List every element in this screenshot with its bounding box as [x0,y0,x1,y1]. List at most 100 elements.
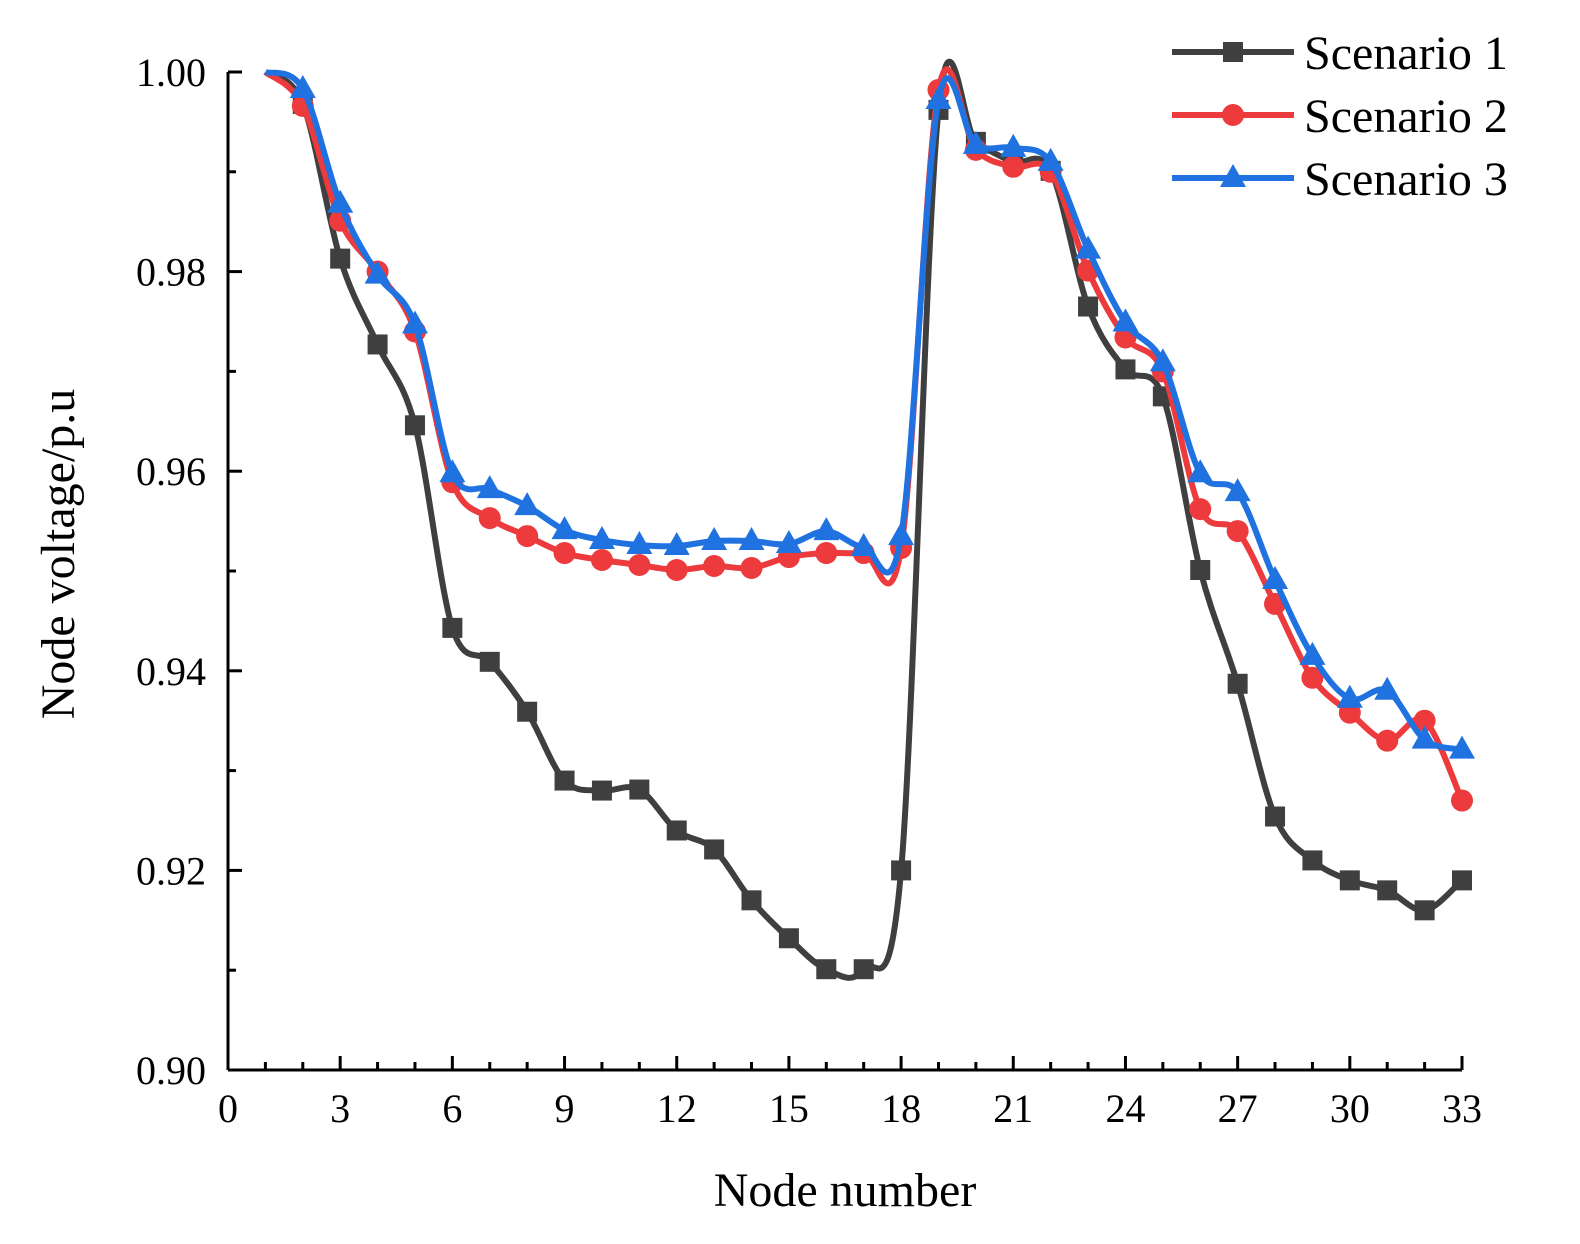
legend-label: Scenario 2 [1304,90,1508,143]
series-3-point [364,260,391,284]
series-1-point [1078,296,1099,317]
series-1-point [629,779,650,800]
series-3-line [264,69,1463,753]
y-tick-label: 0.98 [136,250,206,295]
series-3-point [1187,459,1214,483]
legend-item-1: Scenario 1 [1172,27,1508,80]
series-3 [264,69,1475,759]
x-tick-label: 6 [442,1086,462,1131]
y-axis-title: Node voltage/p.u [32,389,85,720]
series-1-point [816,959,837,980]
legend: Scenario 1 Scenario 2 Scenario 3 [1172,27,1508,206]
y-tick-label: 0.92 [136,848,206,893]
legend-label: Scenario 1 [1304,27,1508,80]
x-tick-label: 12 [657,1086,697,1131]
series-1-point [1414,900,1435,921]
series-3-point [962,130,989,154]
series-2-point [703,555,726,578]
series-3-point [925,85,952,109]
series-1-point [853,959,874,980]
x-tick-label: 0 [218,1086,238,1131]
series-1-point [442,617,463,638]
series-1-point [1339,870,1360,891]
legend-item-2: Scenario 2 [1172,90,1508,143]
series-3-point [850,533,877,557]
series-1-point [479,651,500,672]
series-3-point [327,189,354,213]
series-3-point [1374,676,1401,700]
series-3-point [1224,478,1251,502]
series-1-point [404,415,425,436]
series-layer [263,58,1475,981]
series-3-point [551,516,578,540]
series-2-point [628,554,651,577]
series-3-point [1112,308,1139,332]
series-2-point [553,542,576,565]
series-3-point [1075,235,1102,259]
series-1-point [554,770,575,791]
series-3-point [588,526,615,550]
series-3-point [1299,641,1326,665]
series-3-point [663,532,690,556]
x-tick-label: 18 [881,1086,921,1131]
legend-item-3: Scenario 3 [1172,153,1508,206]
series-1-point [1452,870,1472,891]
series-3-point [701,527,728,551]
x-tick-label: 24 [1105,1086,1145,1131]
series-1-point [778,928,799,949]
x-tick-label: 21 [993,1086,1033,1131]
series-2-point [1376,729,1399,752]
y-tick-label: 0.90 [136,1048,206,1093]
series-3-point [626,531,653,555]
x-tick-label: 9 [555,1086,575,1131]
series-1-point [1227,673,1248,694]
series-3-point [401,310,428,334]
series-3-point [289,74,316,98]
legend-marker [1220,164,1246,187]
series-3-point [1000,133,1027,157]
series-3-point [1411,725,1438,749]
series-2-point [665,559,688,582]
legend-marker [1223,42,1243,62]
series-1-line [263,58,1465,981]
y-tick-label: 0.94 [136,649,206,694]
series-2-point [1189,498,1212,521]
series-1-point [1265,806,1286,827]
series-1-point [1302,850,1323,871]
series-1-point [367,334,388,355]
series-3-point [476,475,503,499]
series-1-point [1377,880,1398,901]
series-2-point [1413,709,1436,732]
series-2-point [1226,520,1249,543]
x-tick-label: 15 [769,1086,809,1131]
series-1-point [666,820,687,841]
series-1-point [1190,560,1211,581]
series-1-point [1115,359,1136,380]
series-3-point [888,522,915,546]
series-3-point [1262,565,1289,589]
series-1-point [591,780,612,801]
y-tick-label: 1.00 [136,50,206,95]
series-2-point [1301,666,1324,689]
series-2-point [1002,155,1025,178]
series-3-point [813,517,840,541]
series-1-point [741,890,762,911]
series-3-point [1037,147,1064,171]
series-1-point [704,839,725,860]
series-1 [263,58,1472,981]
series-3-point [1449,735,1475,759]
x-tick-label: 30 [1330,1086,1370,1131]
y-tick-label: 0.96 [136,449,206,494]
x-tick-label: 33 [1442,1086,1482,1131]
ticks: 0 3 6 9 12 15 18 21 24 27 30 33 0.90 0.92 0.94 0.96 0.98… [136,50,1482,1131]
series-3-point [1336,684,1363,708]
x-tick-label: 3 [330,1086,350,1131]
series-2-point [1451,789,1473,812]
series-1-point [517,701,538,722]
series-1-point [330,248,351,269]
x-axis-title: Node number [714,1164,977,1217]
legend-label: Scenario 3 [1304,153,1508,206]
series-3-point [1149,348,1176,372]
series-2-point [478,507,501,530]
